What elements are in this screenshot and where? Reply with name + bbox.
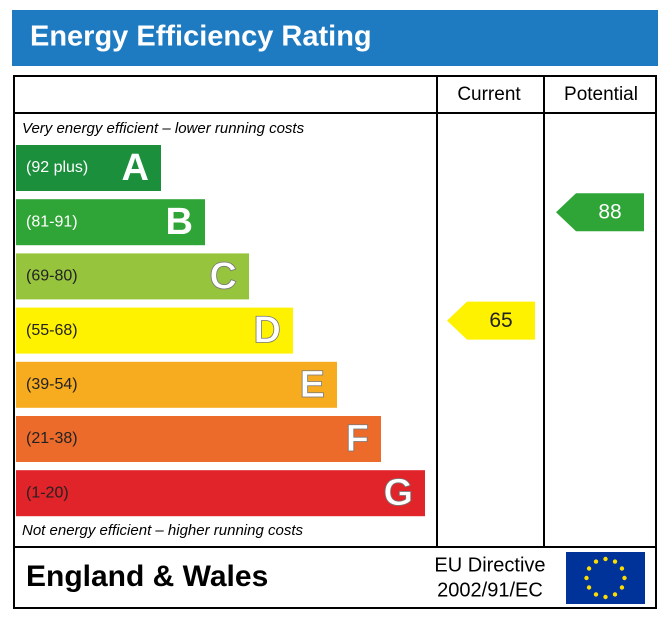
band-range: (1-20)	[26, 484, 69, 501]
star	[619, 585, 625, 590]
rating-value: 88	[598, 201, 621, 224]
star	[593, 559, 599, 564]
star	[603, 594, 608, 600]
rating-value: 65	[489, 309, 512, 332]
star	[584, 575, 589, 581]
star	[603, 556, 608, 562]
band-letter: E	[300, 364, 325, 406]
band-range: (92 plus)	[26, 159, 88, 176]
band-range: (55-68)	[26, 322, 78, 339]
band-bar	[16, 361, 337, 408]
title: Energy Efficiency Rating	[30, 21, 372, 53]
rating-arrow	[556, 193, 644, 232]
region: England & Wales	[26, 560, 268, 593]
star	[619, 566, 625, 571]
band-bar	[16, 470, 425, 517]
title-bar	[12, 10, 658, 66]
star	[586, 566, 592, 571]
band-letter: B	[166, 201, 193, 243]
star	[593, 592, 599, 597]
star	[612, 559, 618, 564]
band-bar	[16, 145, 161, 191]
band-bar	[16, 307, 293, 354]
column-header: Current	[457, 84, 521, 105]
band-letter: C	[210, 255, 237, 297]
band-letter: D	[254, 310, 281, 352]
band-range: (81-91)	[26, 213, 78, 230]
rating-arrow	[447, 301, 535, 340]
star	[612, 592, 618, 597]
top-note: Very energy efficient – lower running co…	[22, 120, 305, 137]
footer-frame	[13, 546, 657, 609]
eu-stars	[584, 556, 627, 600]
band-bar	[16, 416, 381, 462]
star	[586, 585, 592, 590]
band-letter: A	[122, 147, 149, 189]
star	[622, 575, 627, 581]
band-letter: F	[346, 418, 369, 460]
band-letter: G	[383, 472, 413, 514]
directive: 2002/91/EC	[437, 579, 543, 601]
bottom-note: Not energy efficient – higher running co…	[22, 522, 303, 539]
column-header: Potential	[564, 84, 638, 105]
band-range: (21-38)	[26, 430, 78, 447]
directive: EU Directive	[434, 554, 545, 576]
band-bar	[16, 199, 205, 246]
band-bar	[16, 253, 249, 300]
band-range: (39-54)	[26, 376, 78, 393]
band-range: (69-80)	[26, 268, 78, 285]
